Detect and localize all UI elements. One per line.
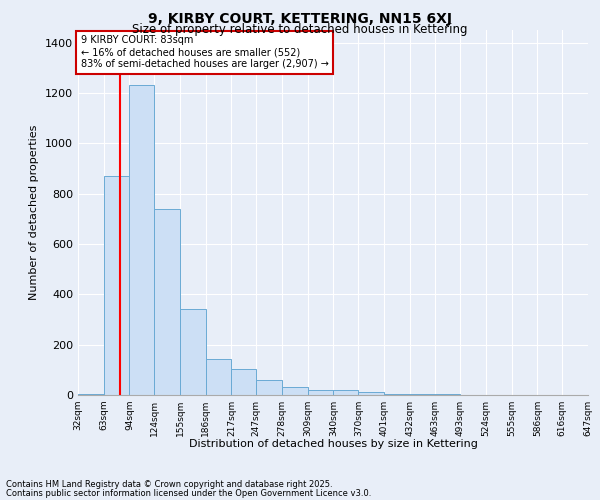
Bar	[384, 394, 410, 395]
Bar	[308, 390, 334, 395]
Bar	[206, 358, 232, 395]
Text: 9 KIRBY COURT: 83sqm
← 16% of detached houses are smaller (552)
83% of semi-deta: 9 KIRBY COURT: 83sqm ← 16% of detached h…	[80, 36, 328, 68]
Bar	[256, 380, 282, 395]
Bar	[358, 392, 384, 395]
Bar	[104, 176, 130, 395]
Bar	[436, 394, 460, 395]
X-axis label: Distribution of detached houses by size in Kettering: Distribution of detached houses by size …	[188, 439, 478, 449]
Text: Contains public sector information licensed under the Open Government Licence v3: Contains public sector information licen…	[6, 488, 371, 498]
Bar	[232, 368, 256, 395]
Bar	[334, 390, 358, 395]
Bar	[282, 388, 308, 395]
Bar	[180, 310, 206, 395]
Bar	[410, 394, 436, 395]
Bar	[130, 86, 154, 395]
Text: Size of property relative to detached houses in Kettering: Size of property relative to detached ho…	[132, 22, 468, 36]
Bar	[154, 208, 180, 395]
Text: 9, KIRBY COURT, KETTERING, NN15 6XJ: 9, KIRBY COURT, KETTERING, NN15 6XJ	[148, 12, 452, 26]
Bar	[78, 394, 104, 395]
Text: Contains HM Land Registry data © Crown copyright and database right 2025.: Contains HM Land Registry data © Crown c…	[6, 480, 332, 489]
Y-axis label: Number of detached properties: Number of detached properties	[29, 125, 40, 300]
